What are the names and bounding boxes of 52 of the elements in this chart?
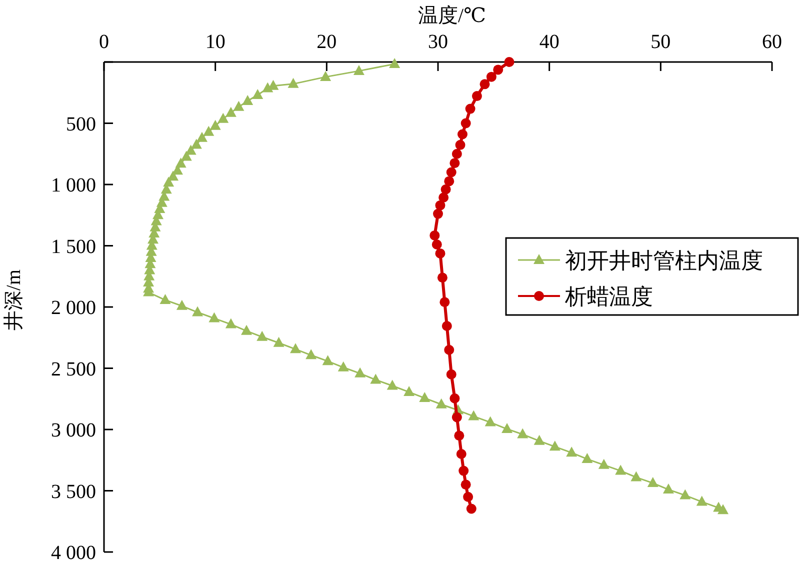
x-tick-label: 10 bbox=[205, 31, 226, 53]
point bbox=[446, 369, 456, 380]
point bbox=[463, 492, 474, 502]
x-tick-label: 0 bbox=[99, 31, 109, 53]
point bbox=[437, 272, 448, 283]
y-tick-label: 1 000 bbox=[51, 174, 96, 196]
x-tick-label: 60 bbox=[762, 31, 782, 53]
point bbox=[442, 320, 452, 331]
point bbox=[465, 104, 476, 114]
point bbox=[460, 118, 471, 128]
point bbox=[486, 72, 496, 82]
x-tick-label: 50 bbox=[650, 31, 671, 53]
y-tick-label: 500 bbox=[66, 113, 96, 136]
point bbox=[435, 248, 446, 258]
point bbox=[446, 167, 456, 178]
x-tick-label: 30 bbox=[428, 31, 448, 53]
x-tick-label: 40 bbox=[539, 31, 560, 53]
legend-label: 初开井时管柱内温度 bbox=[565, 248, 763, 273]
x-tick-label: 20 bbox=[316, 31, 337, 53]
point bbox=[458, 466, 469, 476]
point bbox=[480, 79, 490, 90]
point bbox=[452, 412, 462, 422]
point bbox=[430, 230, 440, 240]
point bbox=[450, 393, 460, 404]
point bbox=[440, 184, 451, 194]
point bbox=[450, 158, 460, 168]
point bbox=[454, 430, 464, 441]
point bbox=[433, 208, 443, 219]
point bbox=[435, 200, 446, 210]
y-tick-label: 3 000 bbox=[51, 420, 96, 442]
point bbox=[472, 91, 482, 102]
point bbox=[444, 344, 454, 355]
legend-label: 析蜡温度 bbox=[564, 284, 653, 309]
y-tick-label: 1 500 bbox=[51, 236, 96, 258]
point bbox=[456, 449, 466, 459]
point bbox=[504, 57, 514, 67]
point bbox=[440, 297, 450, 308]
point bbox=[493, 64, 504, 75]
y-tick-label: 3 500 bbox=[51, 480, 96, 503]
point bbox=[444, 176, 454, 186]
y-tick-label: 4 000 bbox=[51, 542, 96, 564]
point bbox=[432, 240, 442, 250]
y-tick-label: 2 500 bbox=[51, 358, 96, 380]
point bbox=[455, 140, 466, 150]
point bbox=[466, 504, 476, 514]
point bbox=[457, 129, 468, 140]
point bbox=[460, 480, 471, 490]
x-axis-title: 温度/℃ bbox=[418, 5, 486, 27]
y-axis-title: 井深/m bbox=[3, 269, 25, 331]
y-tick-label: 2 000 bbox=[51, 297, 96, 319]
point bbox=[452, 148, 462, 159]
point bbox=[438, 192, 449, 202]
